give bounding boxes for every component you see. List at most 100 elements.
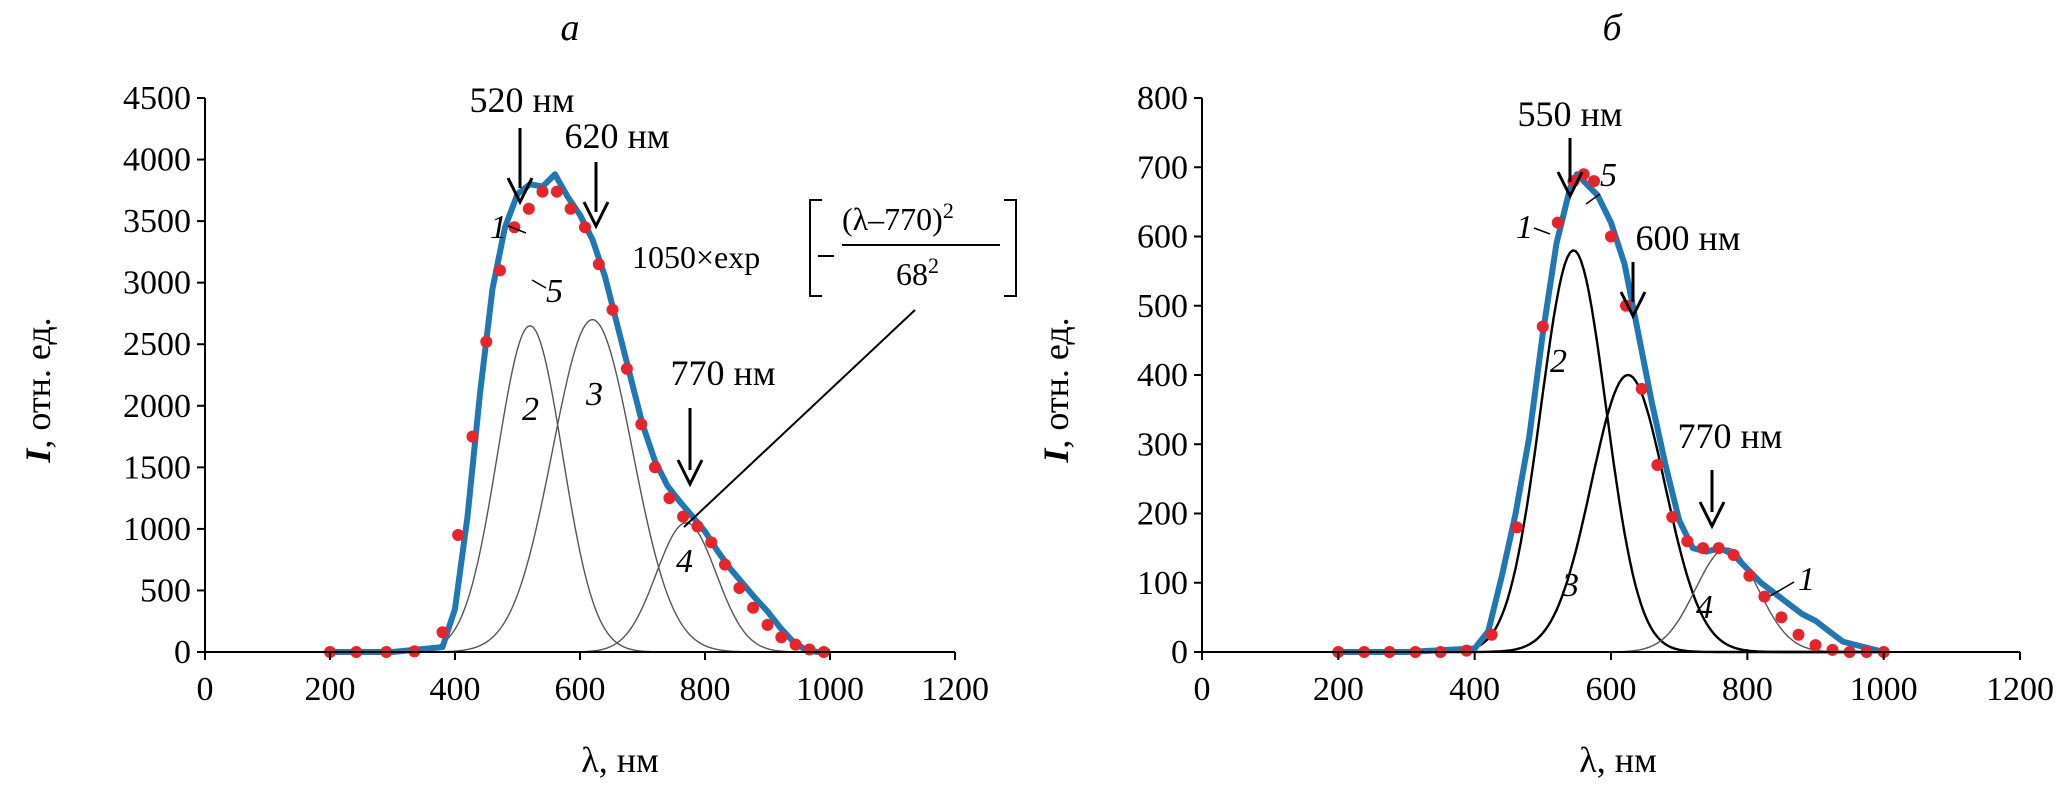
panel-b-ytick-label: 200	[1137, 496, 1188, 533]
curve-label-2-a: 2	[522, 391, 539, 428]
panel-b-fit-point	[1666, 511, 1679, 523]
panel-b-xtick-label: 1000	[1850, 671, 1918, 708]
panel-b-fit-point	[1758, 590, 1771, 603]
curve-label-4-b: 4	[1696, 589, 1713, 626]
panel-b-xtick-label: 800	[1722, 671, 1773, 708]
panel-b-ytick-label: 100	[1137, 565, 1188, 602]
panel-a-xtick-label: 800	[680, 671, 731, 708]
panel-b-fit-point	[1651, 459, 1664, 471]
panel-a: а 0 500 1000 1500 2000 2500 3000 3500 4000 4500 0 2…	[18, 7, 1017, 780]
panel-a-fit-point	[579, 221, 591, 234]
panel-a-ytick-label: 1000	[123, 511, 191, 548]
panel-a-fit-point	[649, 461, 661, 474]
panel-a-ylabel-symbol: I	[18, 447, 58, 464]
panel-b-xtick-label: 0	[1194, 671, 1211, 708]
curve-label-1-b-leader	[1533, 227, 1551, 235]
panel-a-gaussian-4	[330, 522, 830, 653]
panel-a-ytick-label: 0	[174, 634, 191, 671]
panel-a-fit-point	[480, 335, 493, 348]
panel-a-fit-point	[677, 510, 690, 523]
panel-b-fit-point	[1775, 611, 1788, 624]
peak-770-label: 770 нм	[670, 353, 775, 393]
arrow-770	[676, 408, 704, 488]
gaussian-formula: 1050×exp (λ–770)2 682	[632, 198, 1017, 528]
curve-label-3-b: 3	[1561, 567, 1579, 604]
panel-a-fit-point	[635, 418, 648, 431]
panel-b-fit-point	[1792, 628, 1805, 641]
formula-right-bracket	[1004, 199, 1017, 297]
panel-a-fit-point	[564, 202, 577, 215]
panel-a-ytick-label: 500	[140, 572, 191, 609]
panel-a-fit-point	[466, 430, 479, 443]
peak-600-label: 600 нм	[1635, 218, 1740, 258]
panel-b-fit-point	[1460, 644, 1473, 657]
curve-label-1-b-tail: 1	[1798, 561, 1815, 598]
panel-b-fit-point	[1605, 230, 1617, 243]
peak-620-label: 620 нм	[564, 116, 669, 156]
panel-a-fit-point	[789, 638, 802, 651]
panel-b-ylabel-unit: , отн. ед.	[1036, 317, 1076, 448]
panel-b-label: б	[1602, 7, 1623, 49]
panel-b-fit-point	[1727, 549, 1740, 561]
panel-a-ylabel: I, отн. ед.	[18, 317, 58, 463]
panel-a-fit-point	[452, 529, 465, 541]
panel-a-fit-point	[761, 618, 774, 631]
arrow-550	[1556, 138, 1584, 200]
panel-a-xtick-label: 0	[197, 671, 214, 708]
panel-b-xtick-label: 400	[1449, 671, 1500, 708]
panel-b-fit-point	[1743, 569, 1756, 582]
panel-a-fit-point	[705, 536, 718, 549]
panel-b-fit-point	[1697, 542, 1709, 555]
panel-a-ytick-label: 4000	[123, 142, 191, 179]
panel-a-ytick-label: 3000	[123, 265, 191, 302]
panel-b-fit-point	[1485, 628, 1498, 641]
panel-b-ytick-label: 400	[1137, 357, 1188, 394]
curve-label-1-a: 1	[490, 209, 507, 246]
panel-a-xtick-label: 600	[555, 671, 606, 708]
peak-550-label: 550 нм	[1517, 94, 1622, 134]
panel-b-xtick-label: 600	[1586, 671, 1637, 708]
curve-label-2-b: 2	[1550, 343, 1567, 380]
panel-b-fit-point	[1588, 175, 1600, 188]
panel-a-fit-point	[775, 631, 788, 644]
curve-label-5-b: 5	[1600, 157, 1617, 194]
panel-b-ylabel: I, отн. ед.	[1036, 317, 1076, 463]
panel-a-xlabel: λ, нм	[581, 740, 659, 780]
panel-b-xlabel: λ, нм	[1579, 740, 1657, 780]
formula-pointer-line	[683, 309, 916, 528]
panel-a-ylabel-unit: , отн. ед.	[18, 317, 58, 448]
panel-a-ytick-label: 2500	[123, 326, 191, 363]
panel-a-xtick-label: 200	[305, 671, 356, 708]
peak-770-b-label: 770 нм	[1677, 416, 1782, 456]
panel-b-ytick-label: 700	[1137, 149, 1188, 186]
panel-a-fit-point	[494, 264, 506, 277]
panel-b-ytick-label: 0	[1171, 634, 1188, 671]
panel-a-ytick-label: 3500	[123, 203, 191, 240]
curve-label-1-a-leader	[507, 225, 527, 234]
panel-b-ytick-label: 600	[1137, 219, 1188, 256]
panel-b-ytick-label: 800	[1137, 80, 1188, 117]
curve-label-1-b-tail-leader	[1769, 581, 1795, 597]
arrow-600	[1619, 262, 1647, 320]
panel-b-fit-point	[1635, 382, 1648, 395]
panel-a-fit-point	[536, 185, 549, 198]
formula-numerator: (λ–770)2	[842, 198, 954, 237]
panel-a-fit-point	[522, 202, 535, 215]
panel-b-xtick-label: 200	[1313, 671, 1364, 708]
panel-b-fit-point	[1712, 542, 1725, 555]
panel-a-fit-point	[663, 492, 676, 505]
panel-b-xtick-label: 1200	[1986, 671, 2054, 708]
panel-a-fit-point	[592, 258, 605, 271]
panel-b-ylabel-symbol: I	[1036, 447, 1076, 464]
panel-b-fit-point	[1536, 320, 1549, 333]
panel-a-fit-point	[733, 582, 746, 594]
curve-label-5-a-leader	[531, 279, 547, 289]
panel-b-fit-point	[1809, 639, 1822, 652]
panel-b-fit-point	[1551, 216, 1564, 229]
panel-a-fit-point	[803, 643, 816, 656]
panel-a-fit-point	[719, 558, 731, 571]
panel-b: б 0 100 200 300 400 500 600 700 800 0 200 400 600 800…	[1036, 7, 2054, 780]
panel-a-fit-point	[436, 626, 449, 639]
curve-label-1-b: 1	[1516, 209, 1533, 246]
